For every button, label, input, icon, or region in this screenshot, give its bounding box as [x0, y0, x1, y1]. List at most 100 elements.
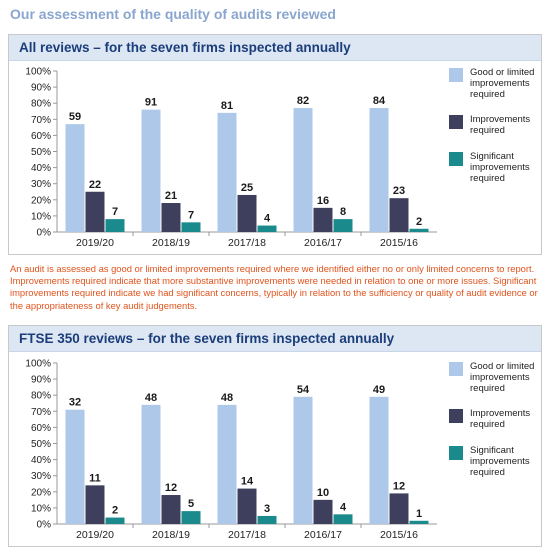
- y-tick-label: 30%: [31, 471, 51, 482]
- x-tick-label: 2019/20: [76, 529, 114, 541]
- bar-significant: [181, 222, 201, 232]
- page-title: Our assessment of the quality of audits …: [10, 6, 336, 22]
- bar-improvements: [237, 194, 257, 232]
- bar-improvements: [389, 198, 409, 232]
- all-reviews-chart: 0% 10% 20% 30% 40% 50% 60% 70% 80% 90% 100% 59 22 7 20…: [25, 67, 437, 249]
- bar-significant: [257, 225, 277, 232]
- bar-significant: [409, 228, 429, 232]
- y-tick-label: 10%: [31, 503, 51, 514]
- bar-significant: [105, 219, 125, 232]
- data-label: 7: [112, 206, 118, 218]
- y-tick-label: 30%: [31, 179, 51, 190]
- x-tick-label: 2018/19: [152, 529, 190, 541]
- data-label: 84: [373, 95, 386, 107]
- data-label: 49: [373, 384, 385, 396]
- legend-label-improvements: Improvements required: [470, 114, 531, 136]
- data-label: 22: [89, 179, 101, 191]
- data-label: 48: [145, 392, 157, 404]
- data-label: 4: [340, 501, 347, 513]
- x-tick-label: 2018/19: [152, 237, 190, 249]
- bar-good: [65, 409, 85, 524]
- bar-improvements: [85, 191, 105, 232]
- bar-significant: [333, 219, 353, 232]
- x-tick-label: 2016/17: [304, 529, 342, 541]
- data-label: 8: [340, 206, 346, 218]
- bar-good: [293, 396, 313, 524]
- data-label: 54: [297, 384, 310, 396]
- bar-improvements: [161, 495, 181, 524]
- y-tick-label: 40%: [31, 163, 51, 174]
- bar-significant: [333, 514, 353, 524]
- y-tick-label: 80%: [31, 391, 51, 402]
- data-label: 48: [221, 392, 233, 404]
- bar-significant: [257, 515, 277, 524]
- data-label: 1: [416, 508, 422, 520]
- x-tick-label: 2019/20: [76, 237, 114, 249]
- data-label: 2: [112, 505, 118, 517]
- y-tick-label: 0%: [37, 228, 52, 239]
- assessment-note: An audit is assessed as good or limited …: [10, 263, 538, 311]
- bar-improvements: [85, 485, 105, 524]
- y-tick-label: 20%: [31, 487, 51, 498]
- legend-swatch-significant: [449, 152, 463, 166]
- data-label: 21: [165, 190, 177, 202]
- all-reviews-panel: All reviews – for the seven firms inspec…: [8, 34, 542, 255]
- legend-swatch-significant: [449, 446, 463, 460]
- chart-title: All reviews – for the seven firms inspec…: [9, 35, 541, 61]
- y-tick-label: 100%: [25, 359, 51, 370]
- x-tick-label: 2017/18: [228, 237, 266, 249]
- data-label: 7: [188, 209, 194, 221]
- data-label: 4: [264, 213, 271, 225]
- x-tick-label: 2016/17: [304, 237, 342, 249]
- bar-improvements: [389, 493, 409, 524]
- bar-significant: [105, 517, 125, 524]
- data-label: 23: [393, 185, 405, 197]
- data-label: 12: [165, 482, 177, 494]
- legend-swatch-improvements: [449, 115, 463, 129]
- legend-swatch-improvements: [449, 409, 463, 423]
- bar-good: [217, 112, 237, 232]
- bar-good: [293, 108, 313, 232]
- data-label: 91: [145, 97, 157, 109]
- ftse-350-reviews-chart: 0%10%20%30%40%50%60%70%80%90%100%3211220…: [25, 359, 437, 541]
- bar-improvements: [313, 499, 333, 524]
- data-label: 59: [69, 111, 81, 123]
- ftse-350-reviews-panel: FTSE 350 reviews – for the seven firms i…: [8, 325, 542, 547]
- bar-improvements: [161, 203, 181, 232]
- y-tick-label: 10%: [31, 211, 51, 222]
- y-tick-label: 70%: [31, 407, 51, 418]
- legend-label-good: Good or limited improvements required: [470, 361, 535, 394]
- y-tick-label: 20%: [31, 195, 51, 206]
- y-tick-label: 50%: [31, 147, 51, 158]
- y-tick-label: 100%: [25, 67, 51, 78]
- bar-improvements: [237, 488, 257, 524]
- legend-label-significant: Significant improvements required: [470, 445, 530, 478]
- legend-swatch-good: [449, 68, 463, 82]
- y-tick-label: 80%: [31, 99, 51, 110]
- data-label: 32: [69, 397, 81, 409]
- x-tick-label: 2017/18: [228, 529, 266, 541]
- data-label: 5: [188, 498, 194, 510]
- data-label: 81: [221, 100, 233, 112]
- bar-improvements: [313, 207, 333, 232]
- bar-good: [369, 108, 389, 232]
- x-tick-label: 2015/16: [380, 529, 418, 541]
- y-tick-label: 60%: [31, 131, 51, 142]
- data-label: 11: [89, 472, 101, 484]
- y-tick-label: 70%: [31, 115, 51, 126]
- y-tick-label: 60%: [31, 423, 51, 434]
- bar-good: [141, 404, 161, 524]
- bar-significant: [181, 511, 201, 524]
- bar-good: [369, 396, 389, 524]
- y-tick-label: 50%: [31, 439, 51, 450]
- data-label: 12: [393, 480, 405, 492]
- bar-good: [65, 124, 85, 232]
- data-label: 10: [317, 487, 329, 499]
- y-tick-label: 40%: [31, 455, 51, 466]
- legend-label-improvements: Improvements required: [470, 408, 531, 430]
- data-label: 14: [241, 476, 254, 488]
- x-tick-label: 2015/16: [380, 237, 418, 249]
- data-label: 3: [264, 503, 270, 515]
- y-tick-label: 0%: [37, 520, 52, 531]
- data-label: 82: [297, 95, 309, 107]
